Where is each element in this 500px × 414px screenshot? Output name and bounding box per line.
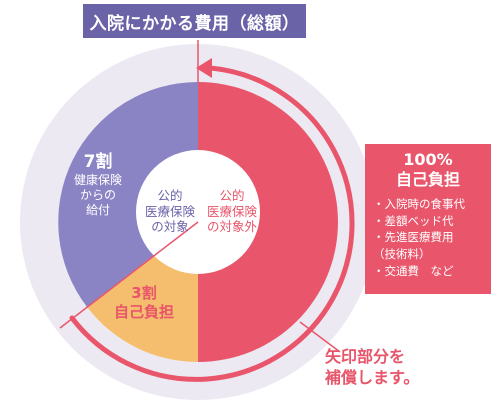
insurance-line-1: 健康保険	[73, 173, 122, 188]
coverage-note: 矢印部分を 補償します。	[325, 347, 419, 389]
insurance-segment	[58, 82, 198, 307]
not-covered-line-3: の対象外	[206, 219, 257, 235]
note-connector	[299, 321, 341, 353]
full-pay-item: （技術料）	[373, 247, 431, 262]
covered-line-2: 医療保険	[144, 203, 195, 219]
full-pay-title: 100% 自己負担	[365, 150, 491, 190]
full-pay-items: ・入院時の食事代 ・差額ベッド代 ・先進医療費用 （技術料） ・交通費 など	[365, 196, 491, 279]
full-pay-percent: 100%	[403, 150, 453, 169]
full-pay-label: 自己負担	[395, 170, 460, 189]
covered-line-3: の対象	[151, 219, 189, 235]
copay-text: 自己負担	[113, 302, 174, 321]
insurance-ratio: 7割	[83, 152, 113, 172]
not-covered-segment	[198, 82, 338, 362]
not-covered-line-2: 医療保険	[206, 203, 257, 219]
full-pay-item: ・先進医療費用	[373, 230, 454, 245]
full-pay-item: ・入院時の食事代	[373, 197, 465, 211]
coverage-arrow	[69, 65, 355, 382]
copay-divider-line	[59, 221, 199, 329]
note-line-1: 矢印部分を	[325, 347, 406, 366]
insurance-label: 7割 健康保険 からの 給付	[62, 152, 134, 218]
not-covered-line-1: 公的	[219, 188, 245, 203]
copay-ratio: 3割	[131, 284, 157, 302]
arrow-head-icon	[196, 58, 212, 78]
full-pay-item: ・差額ベッド代	[373, 213, 454, 228]
not-covered-label: 公的 医療保険 の対象外	[197, 188, 267, 235]
covered-label: 公的 医療保険 の対象	[140, 188, 200, 235]
full-pay-box: 100% 自己負担 ・入院時の食事代 ・差額ベッド代 ・先進医療費用 （技術料）…	[365, 144, 491, 294]
center-circle	[136, 150, 260, 274]
insurance-line-2: からの	[79, 188, 116, 203]
full-pay-item: ・交通費 など	[373, 263, 454, 278]
covered-line-1: 公的	[157, 188, 183, 203]
note-line-2: 補償します。	[325, 367, 420, 387]
diagram-title: 入院にかかる費用（総額）	[83, 4, 306, 38]
copay-label: 3割 自己負担	[104, 284, 184, 322]
insurance-line-3: 給付	[85, 203, 110, 218]
